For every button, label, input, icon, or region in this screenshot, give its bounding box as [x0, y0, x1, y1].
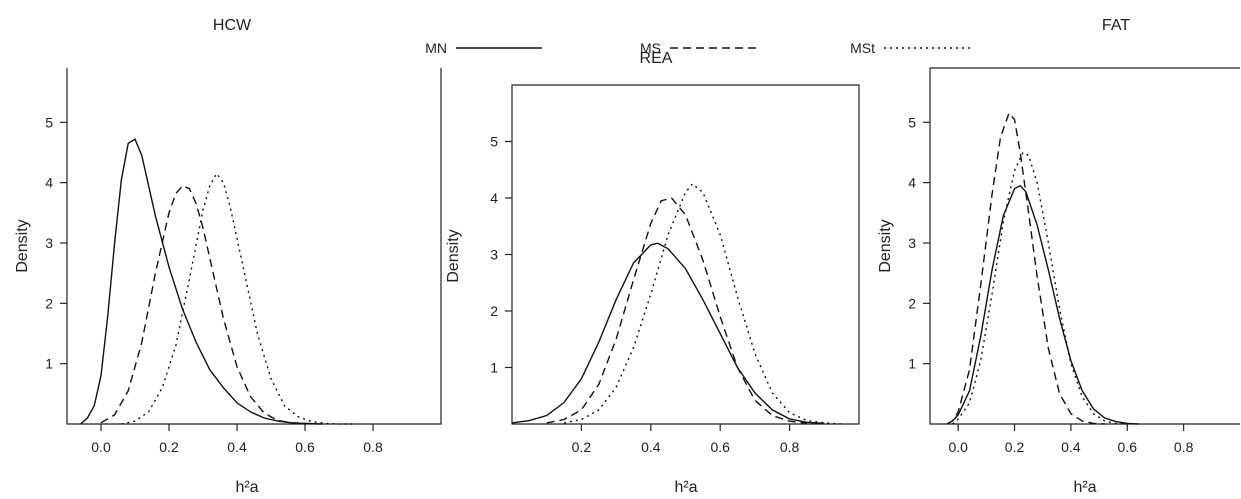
panel-hcw: HCW 0.0 0.2 0.4 0.6 0.8 1 2 3 4 5 h²a Density: [14, 17, 442, 496]
series-layer: [946, 111, 1139, 425]
y-tick-label: 1: [45, 356, 53, 372]
y-tick-label: 4: [908, 175, 916, 191]
x-tick-label: 0.0: [948, 439, 968, 455]
y-tick-label: 4: [490, 190, 498, 206]
series-line-ms: [546, 197, 808, 425]
legend-entry-ms: MS: [640, 40, 756, 56]
series-layer: [80, 138, 353, 425]
x-tick-label: 0.4: [1061, 439, 1081, 455]
series-layer: [511, 182, 842, 425]
series-line-mst: [563, 182, 842, 425]
x-tick-label: 0.8: [780, 439, 800, 455]
panel-title: HCW: [213, 17, 252, 34]
y-tick-label: 4: [45, 175, 53, 191]
y-axis-label: Density: [445, 229, 462, 282]
series-line-mn: [511, 242, 825, 425]
y-tick-label: 3: [490, 247, 498, 263]
y-tick-label: 2: [490, 303, 498, 319]
y-tick-label: 5: [45, 114, 53, 130]
series-line-mst: [121, 172, 353, 425]
x-tick-label: 0.8: [1174, 439, 1194, 455]
x-axis-label: h²a: [1073, 479, 1096, 496]
x-tick-label: 0.4: [227, 439, 247, 455]
y-axis-label: Density: [14, 219, 31, 272]
x-tick-label: 0.6: [1118, 439, 1138, 455]
y-tick-label: 2: [908, 295, 916, 311]
x-tick-label: 0.2: [159, 439, 179, 455]
y-tick-label: 5: [490, 134, 498, 150]
series-line-ms: [946, 111, 1105, 425]
x-tick-label: 0.4: [641, 439, 661, 455]
y-tick-label: 5: [908, 114, 916, 130]
y-axis-label: Density: [877, 219, 894, 272]
panel-title: REA: [640, 50, 673, 67]
x-tick-label: 0.8: [363, 439, 383, 455]
plot-frame: [929, 67, 1240, 425]
x-axis-label: h²a: [674, 479, 697, 496]
y-tick-label: 3: [45, 235, 53, 251]
plot-frame: [66, 68, 442, 425]
x-tick-label: 0.2: [572, 439, 592, 455]
y-tick-label: 1: [490, 360, 498, 376]
series-line-ms: [100, 184, 319, 425]
legend-entry-mst: MSt: [850, 40, 970, 56]
legend-entry-mn: MN: [425, 40, 542, 56]
x-tick-label: 0.2: [1005, 439, 1025, 455]
legend: MN MS MSt: [425, 40, 970, 56]
tick-group: 0.2 0.4 0.6 0.8 1 2 3 4 5: [490, 134, 799, 456]
y-tick-label: 1: [908, 356, 916, 372]
tick-group: 0.0 0.2 0.4 0.6 0.8 1 2 3 4 5: [45, 114, 383, 455]
x-tick-label: 0.0: [91, 439, 111, 455]
series-line-mn: [80, 138, 323, 425]
panel-rea: REA 0.2 0.4 0.6 0.8 1 2 3 4 5 h²a Density: [445, 50, 860, 496]
legend-label-ms: MS: [640, 40, 661, 56]
x-tick-label: 0.6: [295, 439, 315, 455]
series-line-mst: [952, 151, 1128, 425]
x-axis-label: h²a: [235, 479, 258, 496]
panel-fat: FAT 0.0 0.2 0.4 0.6 0.8 1 2 3 4 5 h²a Density: [877, 17, 1240, 496]
y-tick-label: 3: [908, 235, 916, 251]
y-tick-label: 2: [45, 295, 53, 311]
tick-group: 0.0 0.2 0.4 0.6 0.8 1 2 3 4 5: [908, 114, 1193, 455]
legend-label-mst: MSt: [850, 40, 875, 56]
x-tick-label: 0.6: [710, 439, 730, 455]
legend-label-mn: MN: [425, 40, 447, 56]
plot-frame: [511, 84, 860, 425]
panel-title: FAT: [1102, 17, 1130, 34]
series-line-mn: [946, 184, 1139, 425]
